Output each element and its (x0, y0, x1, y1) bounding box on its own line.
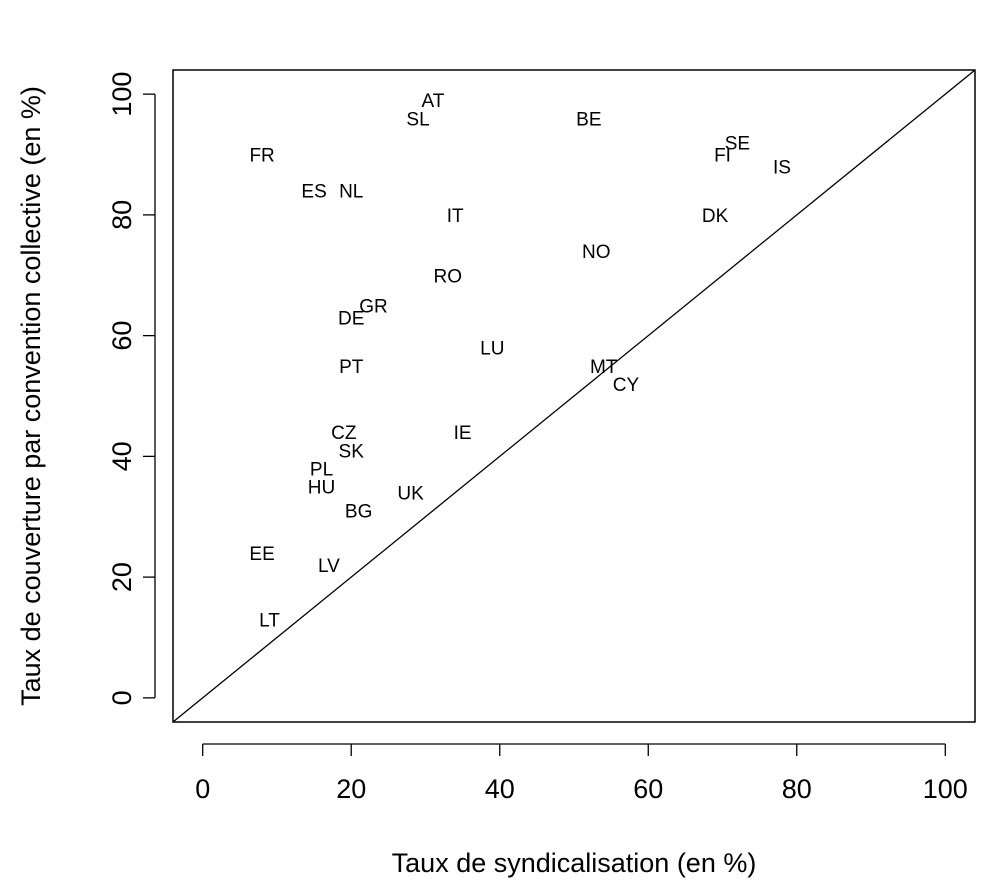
point-label-sl: SL (406, 109, 429, 130)
x-tick-label: 60 (633, 774, 663, 804)
x-tick-label: 40 (485, 774, 515, 804)
x-axis-title: Taux de syndicalisation (en %) (392, 848, 757, 878)
point-label-nl: NL (339, 182, 363, 203)
reference-line (173, 70, 975, 722)
y-tick-label: 20 (107, 562, 137, 592)
y-tick-label: 60 (107, 321, 137, 351)
x-tick-label: 80 (782, 774, 812, 804)
point-label-gr: GR (359, 296, 388, 317)
x-axis: 0 20 40 60 80 100 (195, 743, 968, 804)
y-axis-title: Taux de couverture par convention collec… (16, 86, 46, 706)
point-label-dk: DK (702, 206, 729, 227)
point-label-ro: RO (434, 266, 463, 287)
point-label-cz: CZ (331, 423, 357, 444)
point-label-fr: FR (249, 146, 274, 167)
point-label-mt: MT (590, 357, 618, 378)
y-axis: 0 20 40 60 80 100 (107, 72, 156, 705)
point-label-is: IS (773, 158, 791, 179)
point-label-pt: PT (339, 357, 364, 378)
point-label-se: SE (725, 133, 750, 154)
point-label-ie: IE (454, 423, 472, 444)
point-label-lu: LU (480, 339, 504, 360)
point-label-be: BE (576, 109, 601, 130)
x-tick-label: 20 (336, 774, 366, 804)
point-label-ee: EE (249, 544, 274, 565)
point-label-de: DE (338, 309, 364, 330)
point-label-lt: LT (259, 610, 280, 631)
y-tick-label: 100 (107, 72, 137, 117)
point-label-fi: FI (714, 146, 731, 167)
y-tick-label: 80 (107, 200, 137, 230)
point-label-lv: LV (318, 556, 340, 577)
x-tick-label: 100 (923, 774, 968, 804)
point-label-it: IT (447, 206, 464, 227)
point-label-at: AT (421, 91, 444, 112)
point-label-uk: UK (397, 484, 424, 505)
point-label-hu: HU (308, 478, 335, 499)
point-label-sk: SK (339, 441, 365, 462)
point-label-cy: CY (613, 375, 640, 396)
point-label-es: ES (301, 182, 326, 203)
y-tick-label: 0 (107, 690, 137, 705)
point-label-bg: BG (345, 502, 372, 523)
x-tick-label: 0 (195, 774, 210, 804)
plot-frame (172, 69, 976, 723)
point-label-pl: PL (310, 459, 333, 480)
y-tick-label: 40 (107, 441, 137, 471)
point-label-no: NO (582, 242, 611, 263)
